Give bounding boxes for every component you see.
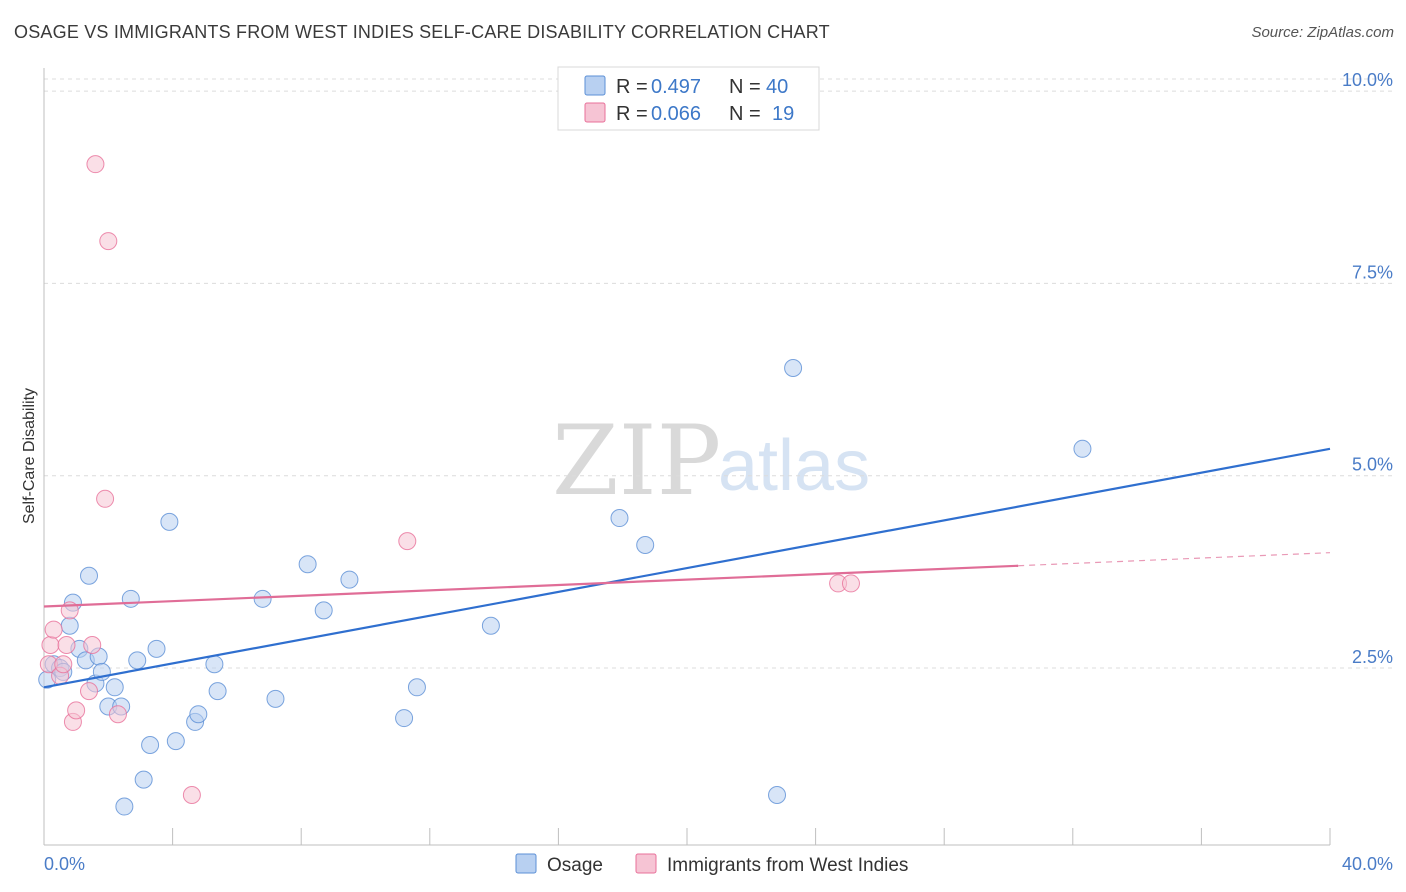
point-west-indies	[86, 155, 105, 174]
trend-line-west-indies	[43, 564, 1019, 608]
trend-lines	[43, 447, 1331, 689]
grid-lines	[44, 78, 1392, 669]
point-west-indies	[44, 620, 63, 639]
point-west-indies	[841, 574, 860, 593]
point-osage	[128, 651, 147, 670]
legend-r-value-osage: 0.497	[651, 76, 701, 98]
data-points	[38, 155, 1092, 816]
point-osage	[1073, 439, 1092, 458]
point-osage	[60, 616, 79, 635]
point-west-indies	[67, 701, 86, 720]
point-osage	[160, 512, 179, 531]
bottom-legend-label-west-indies: Immigrants from West Indies	[667, 855, 908, 876]
point-osage	[205, 655, 224, 674]
point-osage	[784, 359, 803, 378]
point-osage	[80, 566, 99, 585]
y-tick-label: 10.0%	[1342, 70, 1393, 90]
point-osage	[407, 678, 426, 697]
point-osage	[166, 732, 185, 751]
point-osage	[105, 678, 124, 697]
trend-line-osage	[43, 447, 1331, 689]
point-west-indies	[83, 635, 102, 654]
y-tick-label: 7.5%	[1352, 262, 1393, 282]
point-west-indies	[96, 489, 115, 508]
legend-swatch-osage	[584, 75, 606, 96]
x-tick-label-max: 40.0%	[1342, 854, 1393, 874]
point-osage	[253, 589, 272, 608]
y-tick-label: 5.0%	[1352, 455, 1393, 475]
legend-n-value-osage: 40	[766, 76, 788, 98]
point-osage	[147, 639, 166, 658]
bottom-legend-label-osage: Osage	[547, 855, 603, 876]
legend-n-label-osage: N =	[729, 76, 761, 98]
point-osage	[189, 705, 208, 724]
point-osage	[636, 535, 655, 554]
point-osage	[266, 689, 285, 708]
point-osage	[298, 555, 317, 574]
point-west-indies	[99, 232, 118, 251]
point-west-indies	[41, 635, 60, 654]
watermark-atlas: atlas	[718, 426, 870, 506]
point-west-indies	[182, 785, 201, 804]
point-west-indies	[108, 705, 127, 724]
point-west-indies	[54, 655, 73, 674]
legend-swatch-west-indies	[584, 102, 606, 123]
watermark-zip: ZIP	[552, 405, 721, 517]
point-osage	[340, 570, 359, 589]
point-osage	[121, 589, 140, 608]
y-tick-label: 2.5%	[1352, 647, 1393, 667]
point-west-indies	[80, 682, 99, 701]
series-legend: Osage Immigrants from West Indies	[515, 853, 908, 876]
point-osage	[395, 709, 414, 728]
point-osage	[481, 616, 500, 635]
legend-r-label-west-indies: R =	[616, 103, 648, 125]
point-osage	[768, 785, 787, 804]
point-osage	[115, 797, 134, 816]
correlation-legend: R = 0.497 N = 40 R = 0.066 N = 19	[557, 66, 820, 131]
legend-r-value-west-indies: 0.066	[651, 103, 701, 125]
y-axis-label: Self-Care Disability	[21, 388, 38, 524]
point-west-indies	[398, 532, 417, 551]
point-west-indies	[57, 635, 76, 654]
point-osage	[314, 601, 333, 620]
bottom-legend-swatch-osage	[515, 853, 537, 874]
point-osage	[141, 735, 160, 754]
point-osage	[134, 770, 153, 789]
legend-n-label-west-indies: N =	[729, 103, 761, 125]
point-osage	[610, 509, 629, 528]
y-axis-tick-labels: 2.5% 5.0% 7.5% 10.0%	[1342, 70, 1393, 667]
source-label: Source: ZipAtlas.com	[1251, 24, 1394, 41]
point-osage	[208, 682, 227, 701]
legend-n-value-west-indies: 19	[772, 103, 794, 125]
x-axis-ticks	[172, 828, 1331, 845]
trend-extension-west-indies	[1018, 552, 1331, 567]
x-tick-label-min: 0.0%	[44, 854, 85, 874]
legend-r-label-osage: R =	[616, 76, 648, 98]
bottom-legend-swatch-west-indies	[635, 853, 657, 874]
chart-title: OSAGE VS IMMIGRANTS FROM WEST INDIES SEL…	[14, 22, 830, 42]
